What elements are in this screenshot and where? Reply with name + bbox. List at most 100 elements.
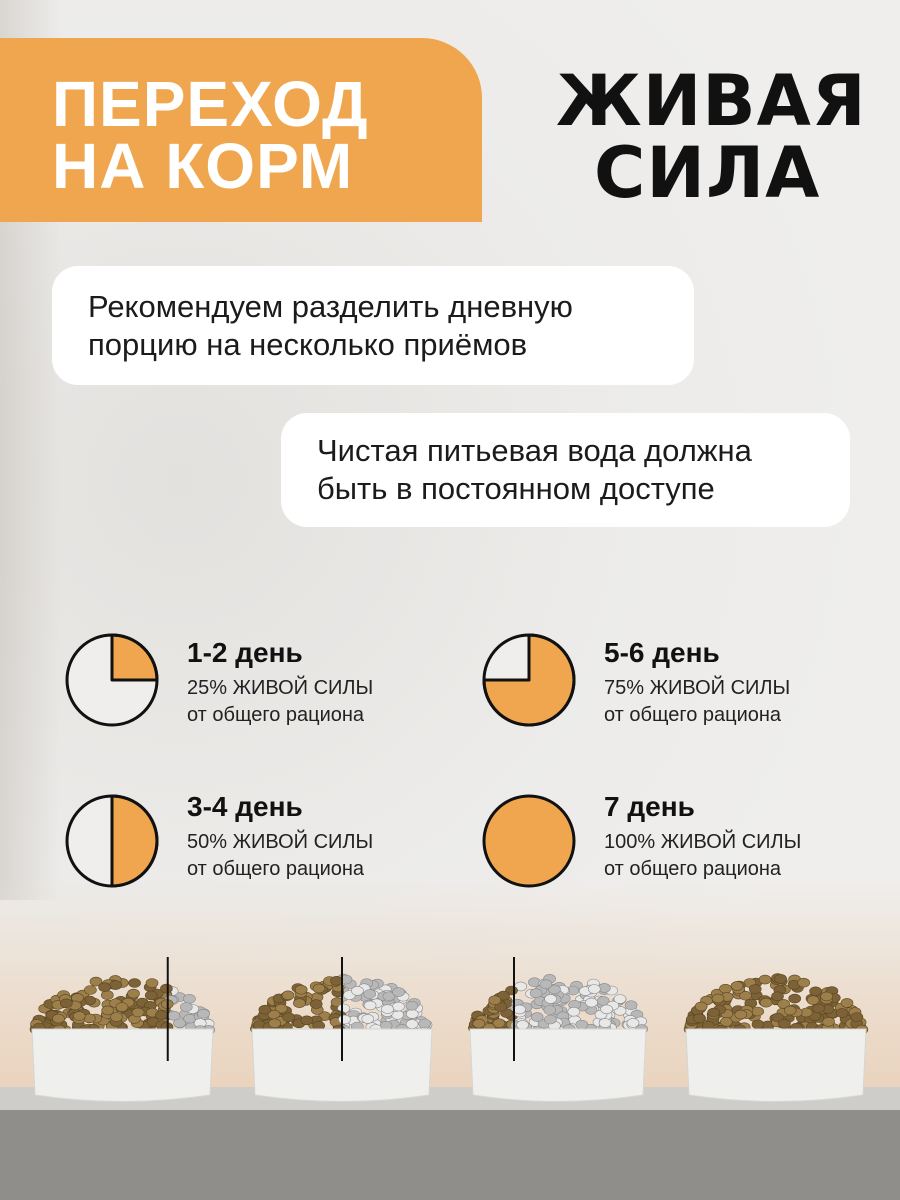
bowl-body bbox=[685, 1028, 867, 1102]
step-day-5-6: 5-6 день 75% ЖИВОЙ СИЛЫ от общего рацион… bbox=[604, 638, 790, 728]
kibble bbox=[128, 978, 141, 988]
kibble bbox=[110, 1012, 123, 1022]
kibble bbox=[771, 1012, 785, 1023]
kibble bbox=[529, 988, 543, 999]
step-percent: 50% ЖИВОЙ СИЛЫ bbox=[187, 831, 374, 853]
kibble bbox=[600, 1004, 613, 1015]
kibble bbox=[405, 1000, 419, 1011]
pie-chart-75-icon bbox=[482, 633, 576, 727]
kibble bbox=[294, 984, 308, 995]
kibble bbox=[598, 1018, 612, 1028]
pie-chart-25-icon bbox=[65, 633, 159, 727]
kibble bbox=[363, 1000, 377, 1011]
kibble bbox=[183, 1013, 196, 1024]
kibble bbox=[60, 998, 73, 1009]
kibble bbox=[173, 1018, 186, 1028]
kibble bbox=[84, 985, 97, 995]
kibble bbox=[759, 997, 773, 1008]
bowl-body bbox=[469, 1028, 647, 1102]
kibble bbox=[72, 1011, 86, 1021]
pie-chart-100-icon bbox=[482, 794, 576, 888]
kibble bbox=[626, 1018, 640, 1028]
pie-outline bbox=[65, 794, 159, 888]
step-title: 1-2 день bbox=[187, 637, 303, 668]
step-note: от общего рациона bbox=[187, 704, 365, 726]
kibble bbox=[101, 990, 114, 1000]
kibble bbox=[282, 1012, 296, 1022]
kibble bbox=[405, 1019, 419, 1029]
kibble bbox=[52, 1013, 65, 1024]
kibble bbox=[180, 1002, 193, 1012]
kibble bbox=[381, 1004, 394, 1014]
tip-text: Рекомендуем разделить дневную bbox=[88, 288, 573, 324]
kibble bbox=[771, 991, 784, 1002]
step-title: 3-4 день bbox=[187, 791, 303, 822]
kibble bbox=[694, 1001, 708, 1012]
kibble bbox=[488, 995, 502, 1006]
kibble bbox=[822, 1017, 835, 1027]
kibble bbox=[98, 982, 111, 993]
kibble bbox=[309, 999, 323, 1009]
food-bowls-photo bbox=[0, 957, 900, 1200]
step-note: от общего рациона bbox=[604, 704, 782, 726]
tip-bubble-portions: Рекомендуем разделить дневную порцию на … bbox=[52, 266, 694, 385]
kibble bbox=[392, 1001, 405, 1012]
pie-outline bbox=[482, 794, 576, 888]
kibble bbox=[351, 985, 364, 996]
kibble bbox=[739, 990, 752, 1001]
step-note: от общего рациона bbox=[187, 858, 365, 880]
kibble bbox=[539, 979, 553, 990]
brand-logo-line-1: ЖИВАЯ bbox=[556, 60, 867, 142]
kibble bbox=[127, 988, 140, 999]
kibble bbox=[418, 1018, 432, 1029]
kibble bbox=[719, 983, 732, 994]
kibble bbox=[548, 984, 561, 995]
kibble bbox=[711, 993, 725, 1004]
kibble bbox=[734, 1009, 748, 1020]
kibble bbox=[543, 1005, 557, 1015]
step-note: от общего рациона bbox=[604, 858, 782, 880]
kibble bbox=[748, 984, 762, 994]
kibble bbox=[330, 975, 343, 986]
kibble bbox=[812, 1003, 825, 1014]
kibble bbox=[472, 1018, 486, 1029]
step-day-7: 7 день 100% ЖИВОЙ СИЛЫ от общего рациона bbox=[604, 792, 801, 882]
kibble bbox=[330, 997, 344, 1008]
kibble bbox=[567, 1006, 581, 1017]
kibble bbox=[587, 984, 601, 994]
tip-text: порцию на несколько приёмов bbox=[88, 326, 528, 362]
header-banner bbox=[0, 38, 482, 222]
kibble bbox=[312, 983, 326, 994]
bowl-body bbox=[251, 1028, 433, 1102]
kibble bbox=[783, 1005, 797, 1016]
kibble bbox=[109, 980, 122, 990]
kibble bbox=[197, 1008, 210, 1019]
kibble bbox=[497, 990, 510, 1001]
kibble bbox=[774, 973, 787, 984]
step-percent: 100% ЖИВОЙ СИЛЫ bbox=[604, 831, 802, 853]
kibble bbox=[806, 995, 820, 1006]
kibble bbox=[392, 987, 405, 997]
kibble bbox=[692, 1013, 706, 1024]
kibble bbox=[183, 993, 196, 1004]
kibble bbox=[274, 1003, 288, 1014]
tip-bubble-water: Чистая питьевая вода должна быть в посто… bbox=[281, 413, 850, 527]
kibble bbox=[778, 1019, 791, 1029]
tip-text: Чистая питьевая вода должна bbox=[317, 433, 752, 468]
kibble bbox=[624, 1000, 638, 1010]
food-bowl bbox=[683, 973, 869, 1102]
title-line-2: НА КОРМ bbox=[52, 130, 354, 202]
pie-outline bbox=[482, 633, 576, 727]
kibble bbox=[613, 994, 627, 1004]
step-title: 7 день bbox=[604, 791, 695, 822]
step-day-3-4: 3-4 день 50% ЖИВОЙ СИЛЫ от общего рацион… bbox=[187, 792, 373, 882]
kibble bbox=[361, 1014, 375, 1024]
kibble bbox=[585, 997, 598, 1008]
pie-chart-50-icon bbox=[65, 794, 159, 888]
kibble bbox=[281, 990, 295, 1001]
kibble bbox=[575, 1019, 589, 1030]
kibble bbox=[405, 1009, 419, 1019]
step-percent: 75% ЖИВОЙ СИЛЫ bbox=[604, 677, 791, 699]
kibble bbox=[155, 1010, 168, 1020]
